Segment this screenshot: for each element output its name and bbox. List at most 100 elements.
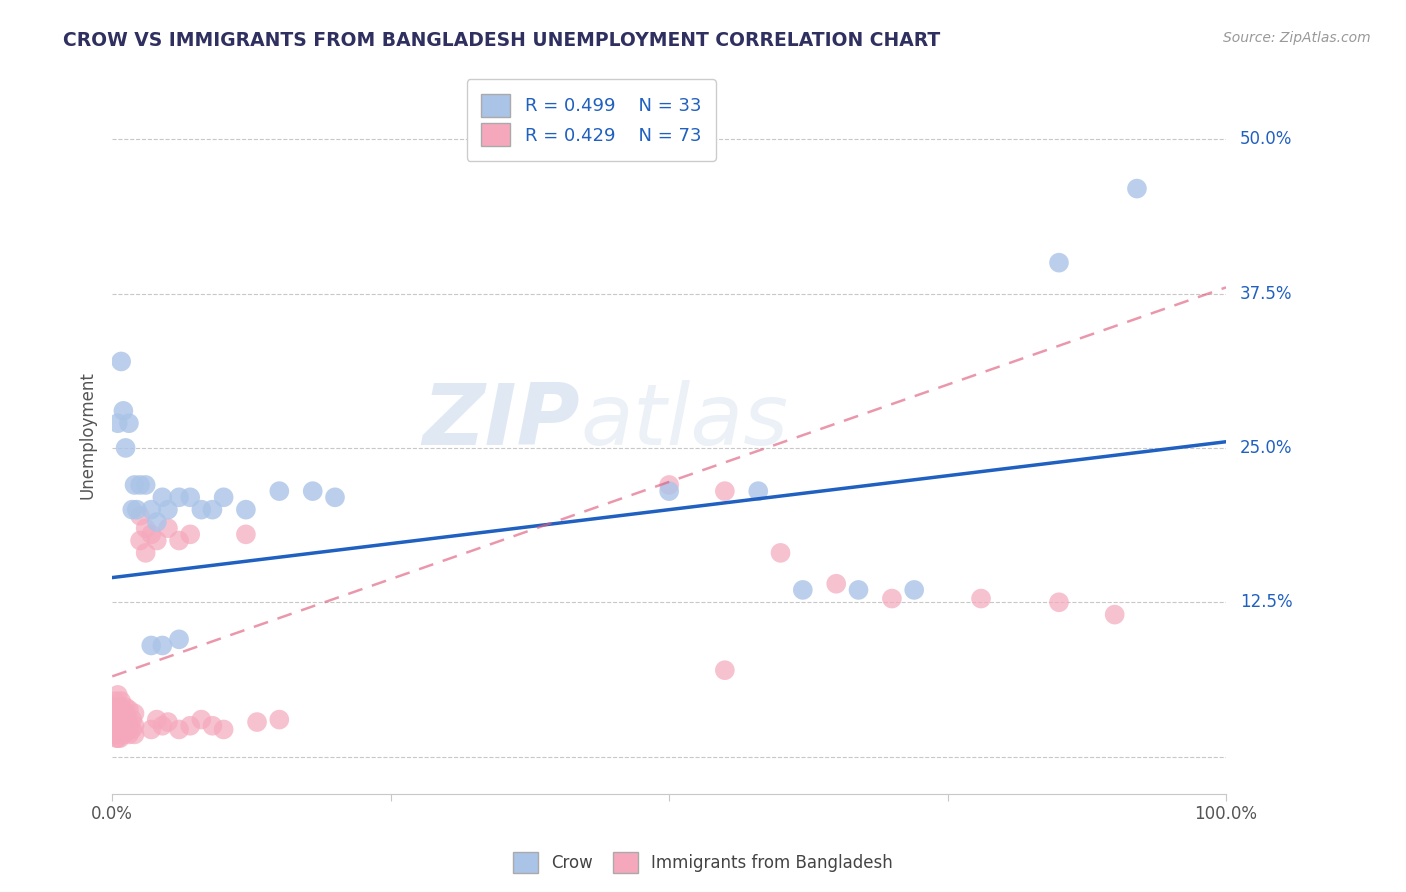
Point (146, 515, 169, 529)
Point (103, 725, 125, 739)
Point (212, 491, 235, 505)
Point (714, 484, 737, 499)
Point (150, 719, 173, 733)
Point (111, 719, 134, 733)
Legend: R = 0.499    N = 33, R = 0.429    N = 73: R = 0.499 N = 33, R = 0.429 N = 73 (467, 79, 716, 161)
Point (880, 591, 903, 606)
Point (129, 478, 152, 492)
Point (146, 713, 169, 727)
Point (179, 719, 201, 733)
Point (107, 416, 129, 430)
Point (150, 491, 173, 505)
Point (150, 639, 173, 653)
Point (112, 714, 135, 729)
Point (105, 713, 128, 727)
Point (235, 502, 257, 516)
Point (108, 719, 131, 733)
Point (107, 706, 129, 721)
Point (747, 484, 769, 499)
Point (107, 688, 129, 702)
Point (103, 700, 125, 714)
Point (124, 719, 146, 733)
Point (118, 416, 141, 430)
Point (108, 731, 131, 745)
Point (115, 710, 138, 724)
Point (118, 703, 141, 717)
Text: 37.5%: 37.5% (1240, 285, 1292, 302)
Point (129, 533, 152, 548)
Point (112, 404, 135, 418)
Point (108, 700, 131, 714)
Point (323, 491, 346, 505)
Text: Source: ZipAtlas.com: Source: ZipAtlas.com (1223, 31, 1371, 45)
Point (212, 723, 235, 737)
Point (167, 632, 190, 647)
Point (104, 703, 127, 717)
Point (104, 719, 127, 733)
Point (118, 719, 141, 733)
Point (714, 663, 737, 677)
Point (179, 527, 201, 541)
Point (146, 533, 169, 548)
Text: 50.0%: 50.0% (1240, 130, 1292, 148)
Point (103, 713, 125, 727)
Point (141, 639, 163, 653)
Point (125, 502, 148, 516)
Point (141, 502, 163, 516)
Point (190, 502, 212, 516)
Point (156, 502, 179, 516)
Point (103, 719, 125, 733)
Point (105, 723, 128, 737)
Point (156, 521, 179, 535)
Point (107, 731, 129, 745)
Point (112, 727, 135, 741)
Point (141, 723, 163, 737)
Point (121, 713, 143, 727)
Point (235, 527, 257, 541)
Point (769, 546, 792, 560)
Point (108, 706, 131, 721)
Point (121, 723, 143, 737)
Point (103, 706, 125, 721)
Point (110, 713, 132, 727)
Point (825, 576, 848, 591)
Point (156, 714, 179, 729)
Point (124, 706, 146, 721)
Point (105, 731, 128, 745)
Text: atlas: atlas (581, 380, 787, 463)
Point (1126, 181, 1149, 195)
Point (1047, 255, 1070, 269)
Point (104, 727, 127, 741)
Text: CROW VS IMMIGRANTS FROM BANGLADESH UNEMPLOYMENT CORRELATION CHART: CROW VS IMMIGRANTS FROM BANGLADESH UNEMP… (63, 31, 941, 50)
Y-axis label: Unemployment: Unemployment (79, 372, 96, 500)
Point (141, 527, 163, 541)
Point (124, 478, 146, 492)
Point (970, 591, 993, 606)
Point (167, 533, 190, 548)
Point (114, 713, 136, 727)
Point (658, 478, 681, 492)
Point (903, 582, 925, 597)
Point (114, 441, 136, 455)
Point (135, 521, 157, 535)
Point (110, 354, 132, 368)
Point (848, 582, 870, 597)
Legend: Crow, Immigrants from Bangladesh: Crow, Immigrants from Bangladesh (506, 846, 900, 880)
Point (201, 719, 224, 733)
Text: 12.5%: 12.5% (1240, 593, 1292, 611)
Point (108, 723, 131, 737)
Point (167, 491, 190, 505)
Point (111, 706, 134, 721)
Point (114, 700, 136, 714)
Point (107, 719, 129, 733)
Point (269, 713, 291, 727)
Point (269, 484, 291, 499)
Text: ZIP: ZIP (422, 380, 581, 463)
Point (792, 582, 814, 597)
Point (124, 727, 146, 741)
Point (110, 694, 132, 708)
Point (167, 723, 190, 737)
Point (179, 491, 201, 505)
Point (112, 703, 135, 717)
Point (121, 502, 143, 516)
